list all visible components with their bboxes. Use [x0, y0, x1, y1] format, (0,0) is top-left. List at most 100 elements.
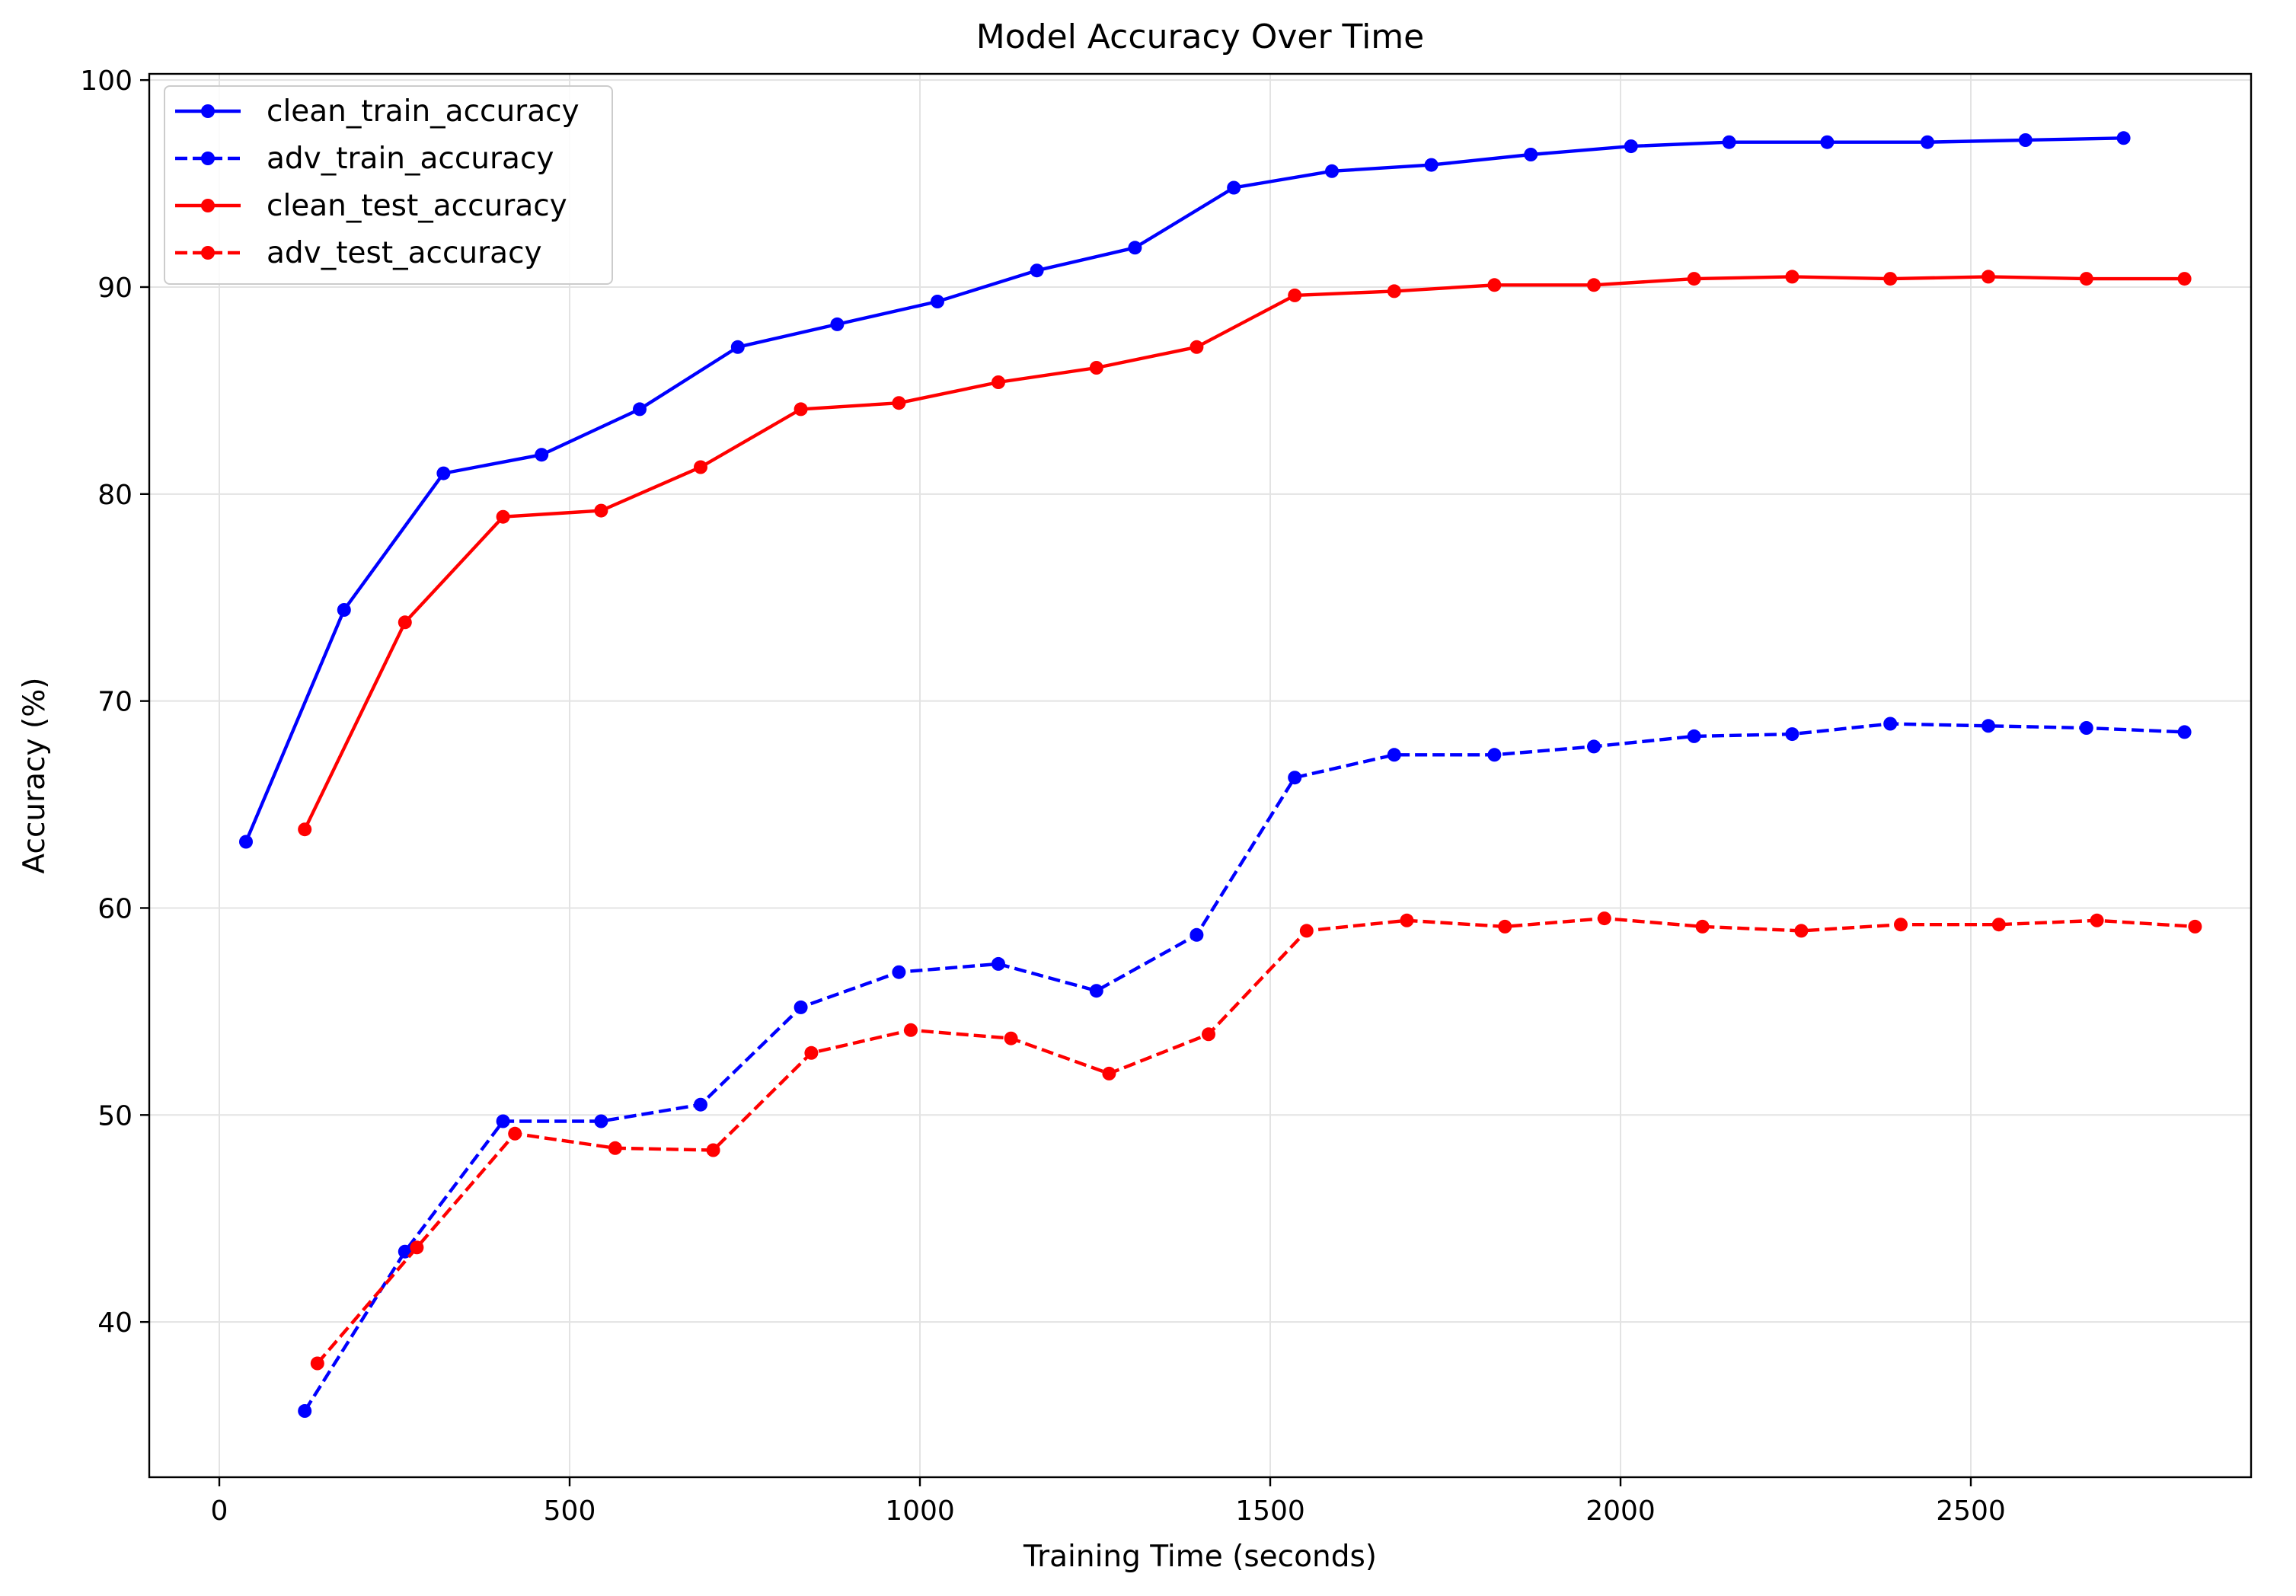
data-point: [496, 1114, 510, 1128]
data-point: [1299, 924, 1314, 938]
data-point: [904, 1023, 918, 1037]
data-point: [436, 466, 451, 480]
data-point: [594, 503, 608, 518]
data-point: [694, 1097, 707, 1112]
data-point: [1981, 719, 1995, 733]
data-point: [1498, 919, 1512, 934]
data-point: [1587, 739, 1601, 754]
data-point: [1921, 135, 1934, 149]
data-point: [992, 956, 1005, 971]
data-point: [2079, 272, 2093, 286]
data-point: [410, 1240, 424, 1255]
data-point: [1325, 164, 1339, 178]
data-point: [1883, 717, 1898, 731]
data-point: [2090, 913, 2104, 927]
data-point: [1785, 727, 1799, 742]
plot-frame: [148, 72, 2253, 1479]
data-point: [730, 340, 745, 354]
data-point: [1128, 241, 1142, 255]
legend-marker: [201, 246, 215, 260]
data-point: [1030, 263, 1044, 278]
y-tick-label: 40: [97, 1307, 133, 1339]
data-point: [1487, 748, 1502, 762]
series-line: [316, 916, 2195, 1365]
data-point: [830, 317, 845, 331]
data-point: [1089, 361, 1103, 375]
grid: [149, 74, 2251, 1477]
data-point: [1687, 272, 1701, 286]
data-point: [794, 402, 808, 417]
data-point: [608, 1141, 622, 1155]
data-point: [1597, 911, 1611, 926]
data-point: [1288, 288, 1302, 302]
series-line: [303, 722, 2185, 1412]
y-tick-label: 50: [97, 1100, 133, 1132]
data-point: [2177, 725, 2192, 739]
chart-title: Model Accuracy Over Time: [976, 18, 1424, 56]
data-point: [310, 1356, 324, 1371]
y-tick-label: 60: [97, 893, 133, 924]
data-point: [1288, 771, 1302, 785]
data-point: [496, 509, 510, 524]
y-tick-label: 90: [97, 273, 133, 304]
data-point: [1227, 180, 1241, 195]
data-point: [1400, 913, 1414, 927]
series-clean-test-accuracy: [298, 270, 2192, 837]
data-point: [2116, 131, 2131, 145]
data-point: [1587, 278, 1601, 292]
data-point: [2177, 272, 2192, 286]
data-point: [804, 1045, 819, 1060]
x-tick-label: 2000: [1585, 1495, 1656, 1527]
data-point: [2188, 919, 2202, 934]
x-tick-label: 0: [211, 1495, 228, 1527]
data-point: [1981, 270, 1995, 284]
series-adv-train-accuracy: [298, 717, 2192, 1418]
legend-label: adv_train_accuracy: [267, 142, 554, 176]
series-adv-test-accuracy: [310, 911, 2202, 1371]
data-point: [1687, 729, 1701, 743]
legend: clean_train_accuracy adv_train_accuracycl…: [164, 85, 613, 285]
legend-box: [164, 85, 613, 285]
data-point: [398, 615, 412, 630]
data-point: [298, 822, 312, 837]
legend-label: adv_test_accuracy: [267, 236, 542, 270]
series-clean-train-accuracy: [239, 131, 2131, 849]
y-axis-label: Accuracy (%): [18, 678, 52, 874]
data-point: [239, 835, 253, 849]
data-point: [1883, 272, 1898, 286]
data-point: [1695, 919, 1710, 934]
y-tick-label: 100: [80, 65, 133, 97]
data-point: [1487, 278, 1502, 292]
data-point: [508, 1126, 522, 1141]
data-point: [931, 295, 944, 308]
data-point: [1785, 270, 1799, 284]
data-point: [1387, 284, 1401, 298]
data-point: [1089, 984, 1103, 998]
data-point: [892, 396, 906, 410]
data-point: [992, 375, 1005, 389]
data-point: [1004, 1031, 1018, 1045]
y-tick-label: 80: [97, 480, 133, 511]
data-point: [2079, 721, 2093, 735]
data-point: [633, 402, 647, 417]
data-point: [892, 965, 906, 979]
x-axis-label: Training Time (seconds): [1023, 1540, 1377, 1574]
data-point: [1190, 927, 1204, 942]
legend-marker: [201, 199, 215, 212]
x-tick-label: 1500: [1235, 1495, 1305, 1527]
legend-label: clean_test_accuracy: [267, 189, 567, 223]
ticks: 0 500 1000 1500 2000 2500 40 50 60 70 80 90 100: [80, 65, 2006, 1527]
data-point: [1202, 1027, 1215, 1042]
data-point: [2018, 133, 2033, 147]
data-point: [1102, 1066, 1116, 1080]
data-point: [337, 603, 351, 617]
data-point: [1820, 135, 1835, 149]
data-point: [1722, 135, 1736, 149]
series-line: [244, 136, 2124, 843]
legend-label: clean_train_accuracy: [267, 94, 580, 129]
data-point: [1624, 139, 1638, 154]
series-layer: [239, 131, 2202, 1418]
legend-marker: [201, 104, 215, 118]
data-point: [1794, 924, 1809, 938]
